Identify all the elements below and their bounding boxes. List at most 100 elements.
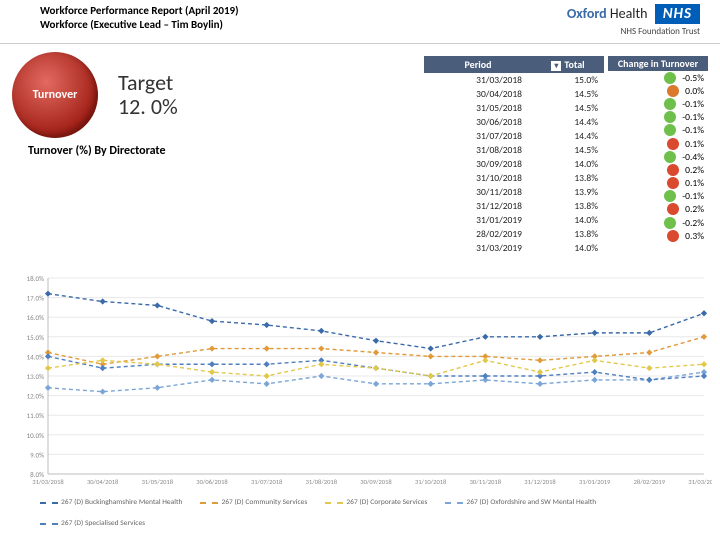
chart-legend: 267 (D) Buckinghamshire Mental Health 267… xyxy=(40,498,700,528)
change-row: 0.3% xyxy=(608,229,708,242)
report-header: Workforce Performance Report (April 2019… xyxy=(0,0,720,44)
change-row: -0.1% xyxy=(608,111,708,124)
change-val: -0.2% xyxy=(682,217,704,229)
status-dot xyxy=(664,190,676,202)
svg-text:30/11/2018: 30/11/2018 xyxy=(470,478,502,486)
status-dot xyxy=(664,124,676,136)
change-val: -0.1% xyxy=(682,190,704,202)
cell-val: 13.9% xyxy=(532,185,604,199)
cell-date: 31/07/2018 xyxy=(424,129,532,143)
change-val: 0.2% xyxy=(685,164,704,176)
change-row: -0.1% xyxy=(608,124,708,137)
svg-text:12.0%: 12.0% xyxy=(27,392,44,401)
header-line1: Workforce Performance Report (April 2019… xyxy=(40,4,239,18)
svg-text:9.0%: 9.0% xyxy=(30,450,44,459)
turnover-circle: Turnover xyxy=(12,52,98,138)
change-title: Change in Turnover xyxy=(608,56,708,71)
change-column: Change in Turnover -0.5%0.0%-0.1%-0.1%-0… xyxy=(608,56,708,255)
svg-text:31/01/2019: 31/01/2019 xyxy=(579,478,611,486)
legend-item: 267 (D) Corporate Services xyxy=(325,498,427,507)
col-total[interactable]: ▾Total xyxy=(532,56,604,73)
cell-val: 14.4% xyxy=(532,115,604,129)
cell-date: 30/11/2018 xyxy=(424,185,532,199)
cell-date: 31/05/2018 xyxy=(424,101,532,115)
table-row: 31/05/201814.5% xyxy=(424,101,604,115)
status-dot xyxy=(664,217,676,229)
change-row: 0.1% xyxy=(608,177,708,190)
svg-text:17.0%: 17.0% xyxy=(27,294,44,303)
target-block: Target 12. 0% xyxy=(118,71,178,119)
cell-val: 14.5% xyxy=(532,143,604,157)
legend-dash-icon xyxy=(445,502,463,504)
change-row: -0.4% xyxy=(608,150,708,163)
logo-health: Health xyxy=(610,5,648,22)
change-val: 0.2% xyxy=(685,203,704,215)
svg-text:31/07/2018: 31/07/2018 xyxy=(251,478,283,486)
cell-date: 28/02/2019 xyxy=(424,227,532,241)
cell-val: 13.8% xyxy=(532,227,604,241)
chart-svg: 8.0%9.0%10.0%11.0%12.0%13.0%14.0%15.0%16… xyxy=(8,270,712,530)
svg-text:31/12/2018: 31/12/2018 xyxy=(524,478,556,486)
legend-dash-icon xyxy=(40,502,58,504)
status-dot xyxy=(664,111,676,123)
logo-oxford: Oxford xyxy=(567,5,607,22)
change-val: -0.1% xyxy=(682,98,704,110)
svg-text:16.0%: 16.0% xyxy=(27,313,44,322)
change-val: 0.0% xyxy=(685,85,704,97)
right-panel: Period ▾Total 31/03/201815.0%30/04/20181… xyxy=(424,56,714,255)
legend-label: 267 (D) Specialised Services xyxy=(61,519,145,528)
change-row: 0.1% xyxy=(608,137,708,150)
cell-val: 14.0% xyxy=(532,213,604,227)
oxford-health-logo: Oxford Health NHS NHS Foundation Trust xyxy=(567,4,700,37)
cell-val: 14.0% xyxy=(532,157,604,171)
status-dot xyxy=(667,230,679,242)
target-value: 12. 0% xyxy=(118,95,178,119)
turnover-table: Period ▾Total 31/03/201815.0%30/04/20181… xyxy=(424,56,604,255)
turnover-circle-label: Turnover xyxy=(33,88,78,102)
nhs-badge-icon: NHS xyxy=(655,4,700,24)
svg-text:30/09/2018: 30/09/2018 xyxy=(360,478,392,486)
legend-label: 267 (D) Corporate Services xyxy=(346,498,427,507)
cell-date: 31/12/2018 xyxy=(424,199,532,213)
change-row: -0.2% xyxy=(608,216,708,229)
status-dot xyxy=(667,177,679,189)
status-dot xyxy=(664,72,676,84)
dropdown-icon[interactable]: ▾ xyxy=(551,61,561,71)
svg-text:31/03/2018: 31/03/2018 xyxy=(32,478,64,486)
cell-date: 30/06/2018 xyxy=(424,115,532,129)
table-row: 31/07/201814.4% xyxy=(424,129,604,143)
cell-val: 13.8% xyxy=(532,199,604,213)
table-row: 30/04/201814.5% xyxy=(424,87,604,101)
legend-item: 267 (D) Buckinghamshire Mental Health xyxy=(40,498,182,507)
status-dot xyxy=(667,203,679,215)
status-dot xyxy=(664,151,676,163)
cell-val: 14.0% xyxy=(532,241,604,255)
legend-label: 267 (D) Oxfordshire and SW Mental Health xyxy=(466,498,596,507)
cell-date: 31/10/2018 xyxy=(424,171,532,185)
cell-val: 13.8% xyxy=(532,171,604,185)
change-val: -0.4% xyxy=(682,151,704,163)
svg-text:31/05/2018: 31/05/2018 xyxy=(142,478,174,486)
change-row: -0.1% xyxy=(608,190,708,203)
cell-date: 31/08/2018 xyxy=(424,143,532,157)
table-row: 31/01/201914.0% xyxy=(424,213,604,227)
change-val: 0.1% xyxy=(685,177,704,189)
change-row: 0.2% xyxy=(608,163,708,176)
svg-text:10.0%: 10.0% xyxy=(27,431,44,440)
svg-text:30/06/2018: 30/06/2018 xyxy=(196,478,228,486)
cell-val: 14.5% xyxy=(532,101,604,115)
cell-date: 31/03/2018 xyxy=(424,73,532,87)
target-label: Target xyxy=(118,71,178,95)
table-row: 30/11/201813.9% xyxy=(424,185,604,199)
svg-text:11.0%: 11.0% xyxy=(27,411,44,420)
change-row: 0.2% xyxy=(608,203,708,216)
legend-dash-icon xyxy=(40,523,58,525)
svg-text:13.0%: 13.0% xyxy=(27,372,44,381)
legend-label: 267 (D) Buckinghamshire Mental Health xyxy=(61,498,182,507)
col-total-label: Total xyxy=(564,58,584,71)
status-dot xyxy=(667,164,679,176)
change-val: -0.1% xyxy=(682,111,704,123)
status-dot xyxy=(667,138,679,150)
col-period: Period xyxy=(424,56,532,73)
legend-item: 267 (D) Specialised Services xyxy=(40,519,145,528)
